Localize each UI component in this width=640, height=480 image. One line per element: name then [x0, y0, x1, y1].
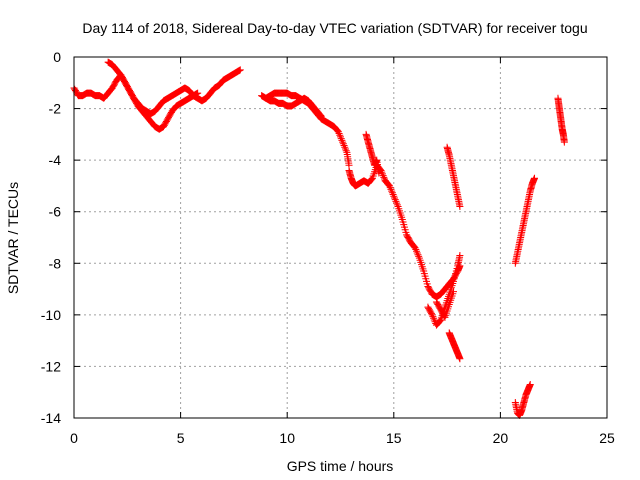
y-tick-label: -14 [41, 410, 61, 426]
data-point-marker [391, 194, 399, 202]
y-tick-label: -4 [49, 152, 62, 168]
data-point-marker [430, 316, 438, 324]
y-tick-label: -2 [49, 101, 62, 117]
data-point-marker [386, 182, 394, 190]
data-series [432, 288, 457, 321]
data-point-marker [336, 131, 344, 139]
data-point-marker [337, 135, 345, 143]
data-point-marker [317, 112, 325, 120]
plot-frame [73, 56, 608, 419]
data-point-marker [560, 138, 568, 146]
x-tick-label: 25 [599, 430, 615, 446]
grid-lines [74, 57, 607, 418]
data-series [381, 177, 464, 301]
data-point-marker [435, 318, 443, 326]
data-point-marker [340, 142, 348, 150]
data-point-marker [375, 169, 383, 177]
data-point-marker [412, 246, 420, 254]
data-point-marker [367, 176, 375, 184]
x-tick-label: 20 [493, 430, 509, 446]
data-point-marker [411, 244, 419, 252]
y-tick-label: -6 [49, 204, 62, 220]
data-point-marker [339, 138, 347, 146]
data-point-marker [526, 380, 534, 388]
data-series [554, 94, 568, 146]
data-point-marker [430, 314, 438, 322]
data-point-marker [341, 145, 349, 153]
data-point-marker [378, 170, 386, 178]
data-series [511, 174, 539, 267]
data-point-marker [428, 311, 436, 319]
data-point-marker [387, 185, 395, 193]
data-point-marker [335, 129, 343, 137]
y-tick-label: -12 [41, 358, 61, 374]
data-point-marker [317, 111, 325, 119]
data-point-marker [368, 175, 376, 183]
data-point-marker [413, 249, 421, 257]
x-tick-label: 5 [177, 430, 185, 446]
data-point-marker [414, 251, 422, 259]
chart-title: Day 114 of 2018, Sidereal Day-to-day VTE… [82, 20, 587, 36]
data-series [262, 94, 325, 120]
x-tick-label: 0 [70, 430, 78, 446]
y-tick-label: -8 [49, 255, 62, 271]
data-point-marker [380, 173, 388, 181]
data-point-marker [339, 140, 347, 148]
data-point-marker [338, 136, 346, 144]
data-point-marker [429, 313, 437, 321]
data-point-marker [337, 133, 344, 141]
x-tick-label: 15 [386, 430, 402, 446]
data-point-marker [392, 197, 400, 205]
data-point-marker [456, 203, 464, 211]
data-series [345, 161, 389, 190]
data-series [104, 58, 244, 118]
data-point-marker [388, 189, 396, 197]
data-point-marker [531, 174, 539, 182]
data-point-marker [389, 191, 397, 199]
data-series [445, 329, 464, 363]
y-tick-label: -10 [41, 307, 61, 323]
data-point-marker [427, 310, 435, 318]
data-point-marker [236, 66, 244, 74]
data-point-marker [456, 252, 464, 260]
data-series [362, 130, 383, 177]
x-tick-label: 10 [279, 430, 295, 446]
data-point-marker [393, 201, 401, 209]
data-point-marker [316, 111, 324, 119]
data-point-marker [334, 128, 342, 136]
data-point-marker [388, 187, 396, 195]
data-point-marker [390, 192, 398, 200]
data-point-marker [342, 147, 350, 155]
y-tick-label: 0 [53, 49, 61, 65]
data-point-marker [413, 247, 421, 255]
data-point-marker [436, 317, 444, 325]
x-axis-label: GPS time / hours [287, 458, 394, 474]
data-series [511, 380, 534, 419]
data-point-marker [449, 288, 457, 296]
y-axis-label: SDTVAR / TECUs [5, 182, 21, 294]
data-point-marker [379, 172, 387, 180]
data-point-marker [341, 143, 349, 151]
data-point-marker [415, 252, 423, 260]
data-point-marker [456, 355, 464, 363]
data-point-marker [393, 199, 401, 207]
data-points [70, 58, 568, 419]
data-series [443, 143, 464, 211]
data-point-marker [378, 168, 386, 176]
axis-ticks: 0 5 10 15 20 25 0 -2 -4 -6 -8 -10 -12 -14 [41, 49, 615, 446]
data-point-marker [386, 184, 394, 192]
data-point-marker [391, 196, 399, 204]
